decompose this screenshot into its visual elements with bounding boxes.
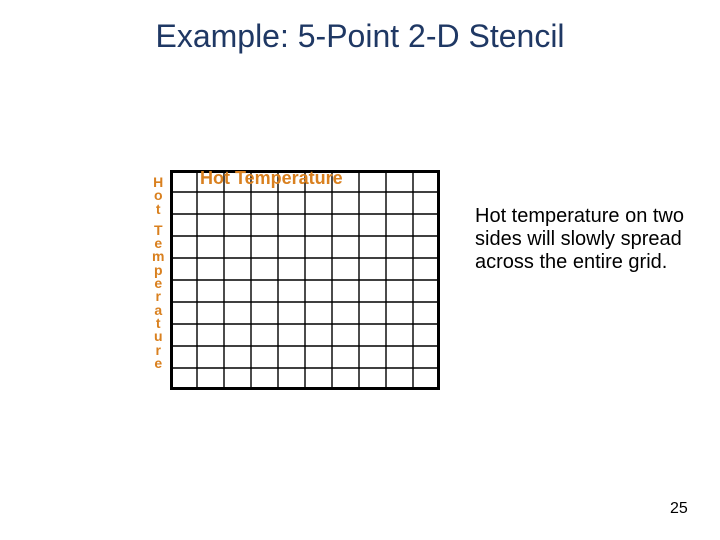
slide-title: Example: 5-Point 2-D Stencil	[0, 18, 720, 55]
page-number: 25	[670, 500, 688, 518]
grid-diagram	[170, 170, 440, 390]
slide: Example: 5-Point 2-D Stencil Hot Tempera…	[0, 0, 720, 540]
hot-label-side: Hot Temperature	[152, 176, 164, 370]
caption-text: Hot temperature on two sides will slowly…	[475, 205, 700, 274]
grid-svg	[170, 170, 440, 390]
hot-label-top: Hot Temperature	[200, 168, 343, 189]
